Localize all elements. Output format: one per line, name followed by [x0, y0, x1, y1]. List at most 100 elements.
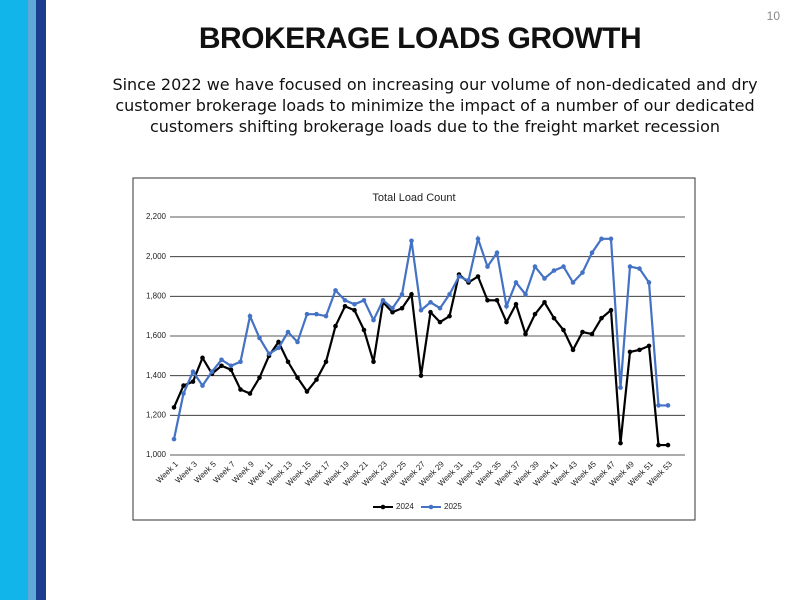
point [494, 298, 500, 303]
point [456, 274, 462, 279]
point [342, 298, 348, 303]
point [494, 250, 500, 255]
legend-label: 2024 [396, 502, 414, 511]
point [523, 331, 528, 337]
point [589, 250, 595, 255]
point [599, 315, 604, 321]
y-tick-label: 1,000 [146, 450, 167, 459]
page-number: 10 [766, 9, 780, 23]
point [532, 264, 538, 269]
point [627, 264, 633, 269]
point [238, 359, 243, 365]
point [570, 347, 576, 353]
point [228, 363, 234, 369]
point [333, 323, 338, 329]
point [637, 266, 642, 271]
point [532, 311, 538, 317]
point [257, 335, 262, 341]
point [542, 299, 547, 305]
point [608, 236, 614, 242]
point [646, 280, 652, 285]
point [618, 385, 623, 390]
point [295, 339, 300, 345]
point [485, 264, 490, 269]
y-tick-label: 1,400 [146, 371, 167, 380]
legend-marker [380, 504, 386, 510]
point [409, 292, 414, 297]
y-tick-label: 2,000 [146, 252, 167, 261]
point [390, 309, 395, 315]
point [276, 339, 281, 345]
legend-marker [428, 504, 434, 510]
point [656, 403, 661, 408]
point [342, 303, 348, 309]
point [238, 387, 243, 392]
point [551, 268, 557, 273]
slide-title: BROKERAGE LOADS GROWTH [198, 22, 642, 55]
chart-title: Total Load Count [372, 192, 455, 204]
point [171, 436, 177, 442]
point [314, 377, 319, 382]
point [627, 349, 633, 355]
point [409, 238, 414, 244]
point [580, 329, 585, 335]
point [561, 264, 566, 269]
point [665, 442, 671, 448]
point [485, 298, 490, 303]
point [352, 301, 357, 307]
point [247, 391, 253, 396]
point [285, 329, 291, 335]
point [542, 276, 547, 281]
y-tick-label: 1,200 [146, 410, 167, 419]
point [190, 379, 196, 384]
point [637, 347, 642, 353]
point [399, 305, 405, 311]
point [390, 305, 395, 311]
point [304, 389, 310, 394]
y-tick-label: 1,800 [146, 291, 167, 300]
point [361, 298, 367, 303]
point [200, 355, 205, 361]
point [333, 288, 338, 293]
point [437, 305, 443, 311]
slide-subtitle: Since 2022 we have focused on increasing… [112, 75, 758, 136]
point [428, 299, 433, 305]
point [323, 313, 329, 319]
point [428, 309, 433, 315]
point [570, 280, 576, 285]
point [285, 359, 291, 365]
point [504, 319, 509, 325]
stripe-dark [36, 0, 46, 600]
point [475, 274, 481, 279]
point [589, 331, 595, 337]
point [314, 311, 319, 317]
y-tick-label: 1,600 [146, 331, 167, 340]
point [219, 357, 224, 363]
point [171, 405, 177, 410]
point [618, 440, 623, 446]
point [523, 292, 528, 297]
point [295, 375, 300, 380]
point [361, 327, 367, 333]
point [181, 391, 186, 396]
point [665, 403, 671, 408]
point [504, 303, 509, 309]
point [475, 236, 481, 242]
point [599, 236, 604, 242]
point [380, 298, 386, 303]
chart-frame [132, 177, 696, 521]
point [304, 311, 310, 317]
point [257, 375, 262, 380]
point [418, 307, 424, 313]
point [608, 307, 614, 313]
stripe-mid [28, 0, 36, 600]
legend-label: 2025 [444, 502, 462, 511]
point [646, 343, 652, 349]
point [181, 383, 186, 388]
point [209, 369, 215, 375]
point [247, 313, 253, 319]
point [276, 345, 281, 351]
point [352, 307, 357, 313]
